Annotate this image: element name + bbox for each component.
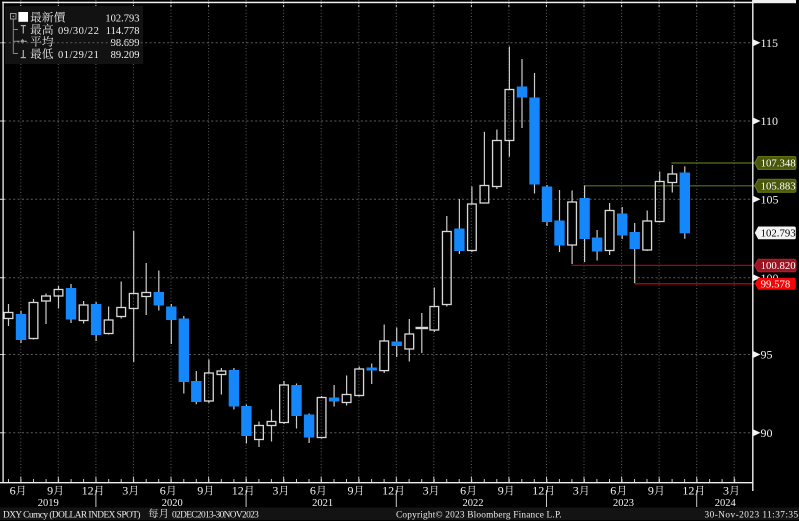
svg-text:107.348: 107.348: [761, 158, 796, 170]
svg-text:02DEC2013-30NOV2023: 02DEC2013-30NOV2023: [172, 510, 259, 520]
svg-text:12: 12: [82, 483, 94, 497]
svg-text:115: 115: [761, 36, 779, 50]
svg-text:90: 90: [761, 426, 773, 440]
svg-text:12: 12: [682, 483, 694, 497]
svg-text:01/29/21: 01/29/21: [58, 50, 99, 61]
svg-text:6: 6: [610, 483, 616, 497]
svg-text:6: 6: [160, 483, 166, 497]
svg-text:09/30/22: 09/30/22: [58, 26, 99, 37]
svg-text:DXY Curncy (DOLLAR INDEX SPOT): DXY Curncy (DOLLAR INDEX SPOT): [3, 509, 140, 520]
svg-text:102.793: 102.793: [761, 228, 796, 240]
svg-text:2024: 2024: [715, 498, 737, 509]
svg-text:105.883: 105.883: [761, 181, 796, 193]
svg-text:2023: 2023: [613, 498, 634, 509]
svg-text:2022: 2022: [463, 498, 484, 509]
svg-text:105: 105: [761, 193, 779, 207]
svg-text:3: 3: [122, 483, 128, 497]
svg-text:89.209: 89.209: [111, 50, 140, 61]
svg-text:99.578: 99.578: [761, 279, 791, 291]
svg-text:110: 110: [761, 114, 779, 128]
svg-text:30-Nov-2023 11:37:35: 30-Nov-2023 11:37:35: [705, 510, 799, 520]
svg-text:9: 9: [197, 483, 203, 497]
svg-text:100.820: 100.820: [761, 260, 796, 272]
svg-text:114.778: 114.778: [106, 26, 140, 37]
svg-text:3: 3: [723, 483, 729, 497]
svg-text:9: 9: [47, 483, 53, 497]
svg-text:6: 6: [10, 483, 16, 497]
svg-text:98.699: 98.699: [111, 38, 140, 49]
svg-text:9: 9: [648, 483, 654, 497]
svg-text:2020: 2020: [162, 498, 183, 509]
svg-text:6: 6: [460, 483, 466, 497]
svg-text:3: 3: [573, 483, 579, 497]
svg-text:9: 9: [348, 483, 354, 497]
svg-text:2019: 2019: [38, 498, 59, 509]
svg-text:Copyright© 2023 Bloomberg Fina: Copyright© 2023 Bloomberg Finance L.P.: [396, 509, 562, 520]
svg-text:12: 12: [532, 483, 544, 497]
svg-text:95: 95: [761, 348, 773, 362]
svg-text:12: 12: [382, 483, 394, 497]
svg-text:12: 12: [232, 483, 244, 497]
svg-text:9: 9: [498, 483, 504, 497]
svg-text:6: 6: [310, 483, 316, 497]
svg-text:3: 3: [423, 483, 429, 497]
svg-text:102.793: 102.793: [105, 14, 139, 25]
svg-text:3: 3: [272, 483, 278, 497]
svg-text:2021: 2021: [312, 498, 333, 509]
